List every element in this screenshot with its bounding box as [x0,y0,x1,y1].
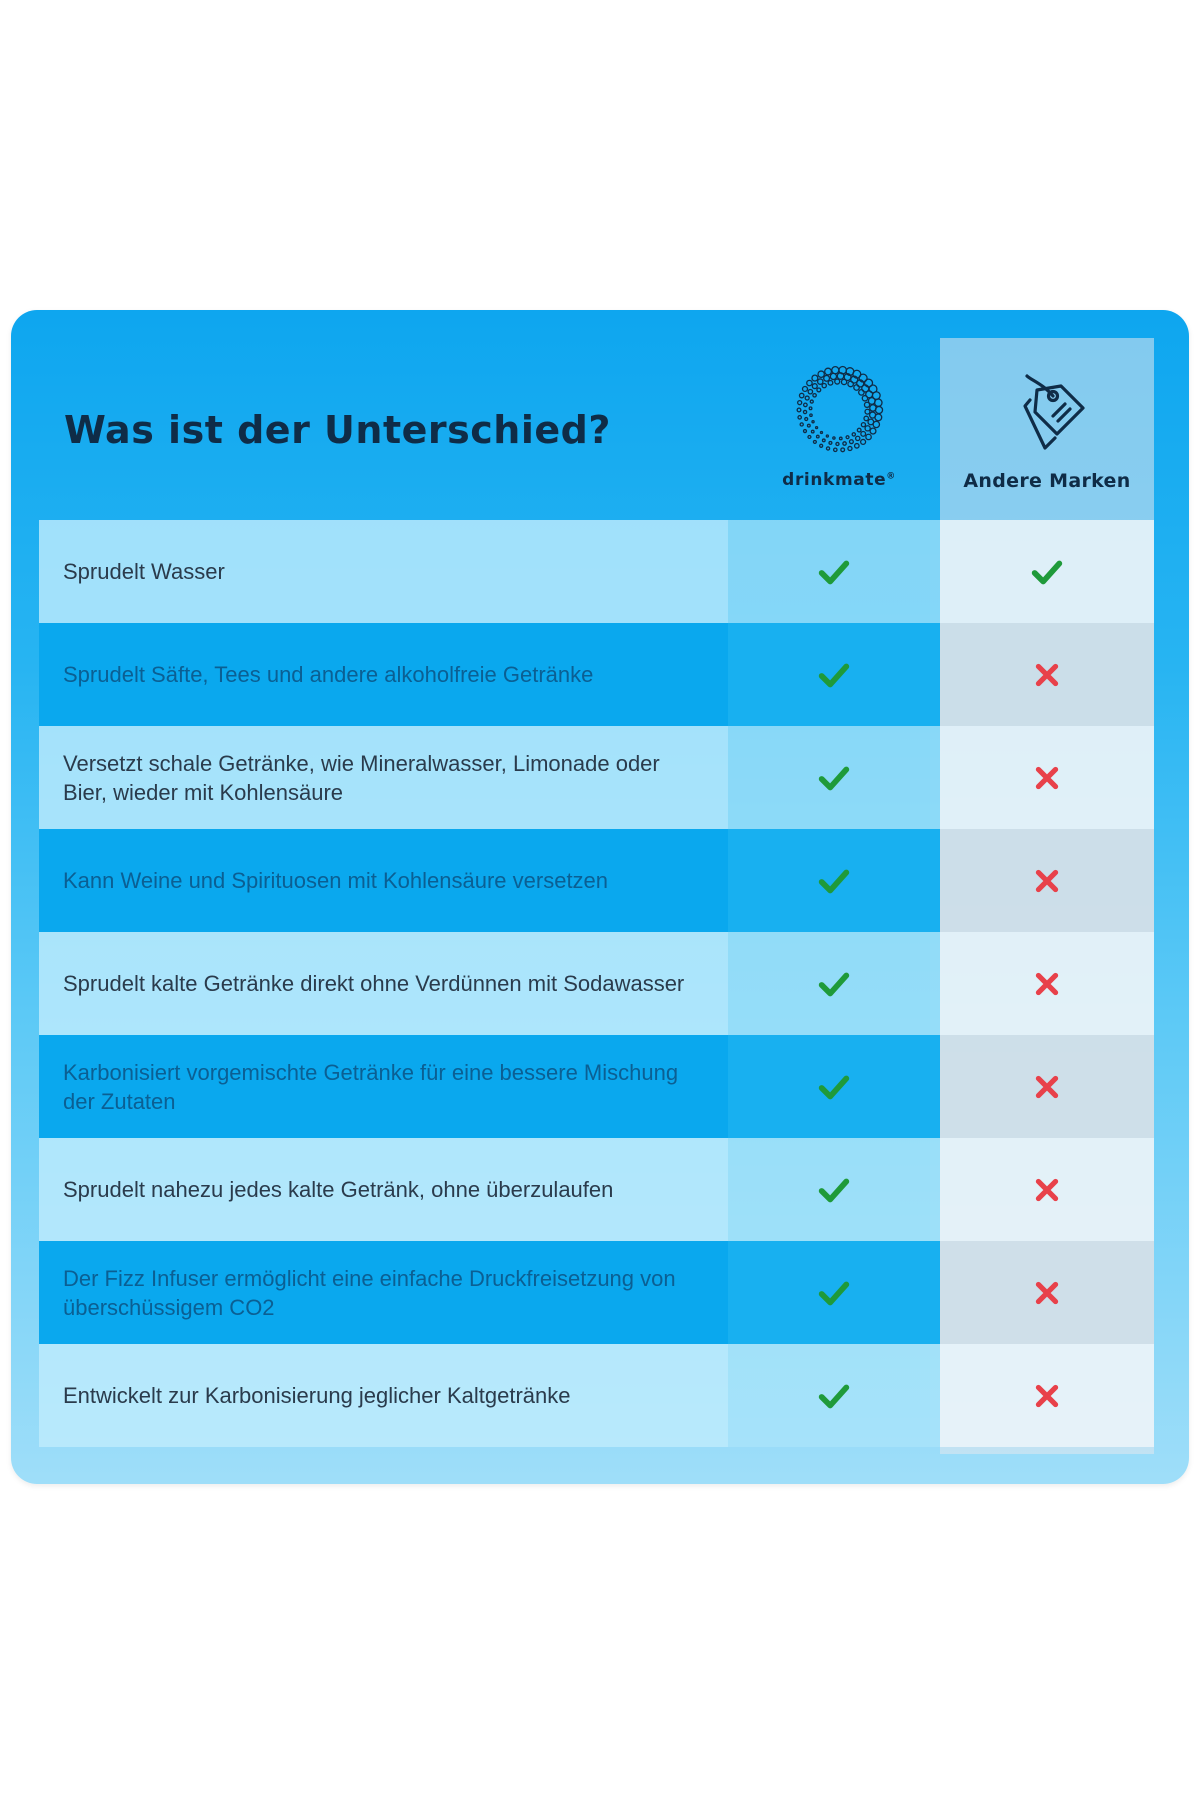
check-icon [818,869,850,893]
check-icon [818,1178,850,1202]
cross-icon [1035,766,1059,789]
feature-label: Entwickelt zur Karbonisierung jeglicher … [39,1344,728,1447]
feature-label: Sprudelt Wasser [39,520,728,623]
other-brands-label: Andere Marken [963,470,1131,492]
other-brands-cell [940,520,1154,623]
drinkmate-brand-name: drinkmate® [739,470,939,490]
check-icon [818,560,850,584]
comparison-header: Was ist der Unterschied? drinkmate® [11,310,1189,520]
cross-icon [1035,869,1059,892]
check-icon [818,1281,850,1305]
feature-label: Karbonisiert vorgemischte Getränke für e… [39,1035,728,1138]
price-tag-icon [1023,374,1085,450]
comparison-row: Entwickelt zur Karbonisierung jeglicher … [39,1344,1154,1447]
feature-label: Der Fizz Infuser ermöglicht eine einfach… [39,1241,728,1344]
check-icon [818,1384,850,1408]
check-icon [818,766,850,790]
cross-icon [1035,972,1059,995]
other-brands-cell [940,932,1154,1035]
check-icon [1031,560,1063,584]
drinkmate-bubble-ring-icon [796,365,884,453]
comparison-rows: Sprudelt Wasser Sprudelt Säfte, Tees und … [39,520,1154,1447]
comparison-row: Karbonisiert vorgemischte Getränke für e… [39,1035,1154,1138]
check-icon [818,663,850,687]
check-icon [818,1075,850,1099]
other-brands-cell [940,726,1154,829]
comparison-card: Was ist der Unterschied? drinkmate® [11,310,1189,1484]
cross-icon [1035,1384,1059,1407]
check-icon [818,972,850,996]
feature-label: Kann Weine und Spirituosen mit Kohlensäu… [39,829,728,932]
other-brands-cell [940,623,1154,726]
cross-icon [1035,1281,1059,1304]
drinkmate-cell [728,932,940,1035]
cross-icon [1035,663,1059,686]
comparison-row: Sprudelt kalte Getränke direkt ohne Verd… [39,932,1154,1035]
cross-icon [1035,1075,1059,1098]
drinkmate-cell [728,623,940,726]
comparison-row: Sprudelt nahezu jedes kalte Getränk, ohn… [39,1138,1154,1241]
drinkmate-cell [728,520,940,623]
drinkmate-brand-text: drinkmate [782,470,887,490]
comparison-row: Sprudelt Wasser [39,520,1154,623]
registered-mark: ® [886,471,896,482]
drinkmate-cell [728,1344,940,1447]
other-brands-cell [940,1138,1154,1241]
comparison-row: Der Fizz Infuser ermöglicht eine einfach… [39,1241,1154,1344]
drinkmate-column-header: drinkmate® [739,360,939,500]
drinkmate-cell [728,1241,940,1344]
comparison-row: Kann Weine und Spirituosen mit Kohlensäu… [39,829,1154,932]
other-brands-cell [940,829,1154,932]
drinkmate-cell [728,829,940,932]
cross-icon [1035,1178,1059,1201]
other-brands-cell [940,1344,1154,1447]
other-brands-cell [940,1035,1154,1138]
comparison-row: Versetzt schale Getränke, wie Mineralwas… [39,726,1154,829]
other-brands-cell [940,1241,1154,1344]
drinkmate-cell [728,726,940,829]
feature-label: Sprudelt kalte Getränke direkt ohne Verd… [39,932,728,1035]
drinkmate-cell [728,1138,940,1241]
feature-label: Sprudelt Säfte, Tees und andere alkoholf… [39,623,728,726]
feature-label: Versetzt schale Getränke, wie Mineralwas… [39,726,728,829]
feature-label: Sprudelt nahezu jedes kalte Getränk, ohn… [39,1138,728,1241]
other-brands-column-header: Andere Marken [940,360,1154,500]
drinkmate-cell [728,1035,940,1138]
page-title: Was ist der Unterschied? [64,408,611,452]
comparison-row: Sprudelt Säfte, Tees und andere alkoholf… [39,623,1154,726]
